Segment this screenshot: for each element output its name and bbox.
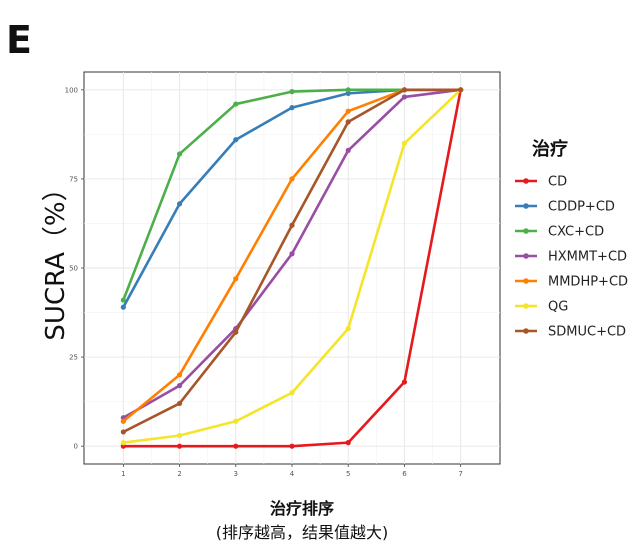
x-tick-label: 2 — [177, 470, 181, 478]
data-point — [176, 151, 183, 157]
x-axis-ticks: 1 2 3 4 5 6 7 — [121, 464, 463, 478]
data-point — [401, 140, 408, 146]
data-point — [120, 443, 126, 449]
legend-marker — [523, 328, 529, 334]
data-point — [345, 119, 351, 125]
x-tick-label: 4 — [290, 470, 295, 478]
legend-label: CDDP+CD — [548, 200, 615, 215]
x-tick-label: 5 — [346, 470, 350, 478]
data-point — [120, 440, 126, 446]
y-tick-label: 100 — [65, 86, 78, 94]
legend-label: MMDHP+CD — [548, 275, 628, 290]
data-point — [345, 87, 351, 93]
y-axis-label: SUCRA（%） — [41, 175, 71, 340]
data-point — [120, 297, 126, 303]
legend-item: CDDP+CD — [515, 200, 615, 215]
legend-label: SDMUC+CD — [548, 325, 626, 340]
data-point — [345, 440, 351, 446]
data-point — [401, 87, 408, 93]
data-point — [233, 137, 239, 143]
x-tick-label: 3 — [234, 470, 238, 478]
data-point — [401, 94, 408, 100]
data-point — [120, 304, 126, 310]
data-point — [345, 108, 351, 114]
legend-marker — [523, 228, 529, 234]
data-point — [176, 443, 183, 449]
data-point — [176, 432, 183, 439]
x-axis-label: 治疗排序 — [270, 499, 334, 518]
data-point — [289, 251, 295, 257]
data-point — [345, 325, 351, 332]
data-point — [345, 147, 351, 153]
data-point — [120, 429, 126, 435]
x-axis-sublabel: (排序越高，结果值越大) — [216, 523, 389, 542]
legend-item: CD — [515, 175, 567, 190]
data-point — [345, 90, 351, 96]
y-tick-label: 0 — [74, 443, 78, 451]
legend-marker — [523, 178, 529, 184]
legend-label: CD — [548, 175, 567, 190]
legend: CD CDDP+CD CXC+CD HXMMT+CD MMDHP+CD QG SDMUC+C… — [515, 175, 628, 340]
data-point — [176, 400, 183, 407]
legend-title: 治疗 — [532, 138, 568, 160]
legend-item: HXMMT+CD — [515, 250, 627, 265]
y-axis-ticks: 0 25 50 75 100 — [65, 86, 84, 451]
legend-item: SDMUC+CD — [515, 325, 626, 340]
data-point — [289, 390, 295, 396]
legend-item: MMDHP+CD — [515, 275, 628, 290]
data-point — [289, 105, 295, 111]
x-tick-label: 1 — [121, 470, 125, 478]
y-tick-label: 50 — [69, 265, 78, 273]
y-tick-label: 25 — [69, 354, 78, 362]
data-point — [176, 201, 183, 207]
legend-label: HXMMT+CD — [548, 250, 627, 265]
data-point — [176, 383, 183, 389]
x-tick-label: 6 — [402, 470, 407, 478]
legend-marker — [523, 203, 529, 209]
data-point — [401, 379, 408, 385]
data-point — [120, 418, 126, 424]
data-point — [233, 276, 239, 282]
data-point — [289, 443, 295, 449]
data-point — [233, 101, 239, 107]
legend-marker — [523, 303, 529, 309]
legend-label: CXC+CD — [548, 225, 604, 240]
data-point — [233, 329, 239, 335]
legend-item: CXC+CD — [515, 225, 604, 240]
x-tick-label: 7 — [458, 470, 462, 478]
series-cd — [120, 87, 464, 449]
panel-label: E — [6, 18, 32, 62]
y-tick-label: 75 — [69, 175, 78, 183]
legend-marker — [523, 278, 529, 284]
data-point — [233, 418, 239, 424]
series-lines — [120, 87, 464, 449]
series-sdmuc-cd — [120, 87, 464, 435]
data-point — [458, 87, 464, 93]
legend-label: QG — [548, 300, 568, 315]
legend-marker — [523, 253, 529, 259]
data-point — [289, 176, 295, 182]
data-point — [176, 372, 183, 378]
legend-item: QG — [515, 300, 568, 315]
series-qg — [120, 87, 464, 446]
data-point — [233, 443, 239, 449]
data-point — [289, 222, 295, 228]
data-point — [289, 89, 295, 95]
